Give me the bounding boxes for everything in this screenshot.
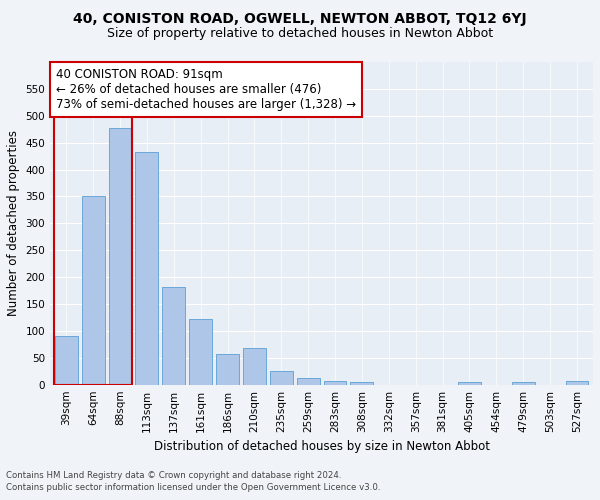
Bar [566, 381, 589, 384]
Text: 40, CONISTON ROAD, OGWELL, NEWTON ABBOT, TQ12 6YJ: 40, CONISTON ROAD, OGWELL, NEWTON ABBOT,… [73, 12, 527, 26]
Bar [55, 336, 77, 384]
Text: Size of property relative to detached houses in Newton Abbot: Size of property relative to detached ho… [107, 28, 493, 40]
Bar [216, 354, 239, 384]
Bar [109, 128, 131, 384]
Text: 40 CONISTON ROAD: 91sqm
← 26% of detached houses are smaller (476)
73% of semi-d: 40 CONISTON ROAD: 91sqm ← 26% of detache… [56, 68, 356, 112]
Text: Contains HM Land Registry data © Crown copyright and database right 2024.: Contains HM Land Registry data © Crown c… [6, 471, 341, 480]
Bar [54, 62, 132, 384]
X-axis label: Distribution of detached houses by size in Newton Abbot: Distribution of detached houses by size … [154, 440, 490, 453]
Bar [323, 381, 346, 384]
Bar [270, 372, 293, 384]
Y-axis label: Number of detached properties: Number of detached properties [7, 130, 20, 316]
Bar [297, 378, 320, 384]
Bar [512, 382, 535, 384]
Bar [350, 382, 373, 384]
Bar [458, 382, 481, 384]
Bar [243, 348, 266, 385]
Text: Contains public sector information licensed under the Open Government Licence v3: Contains public sector information licen… [6, 484, 380, 492]
Bar [163, 287, 185, 384]
Bar [136, 152, 158, 384]
Bar [82, 196, 104, 384]
Bar [189, 318, 212, 384]
